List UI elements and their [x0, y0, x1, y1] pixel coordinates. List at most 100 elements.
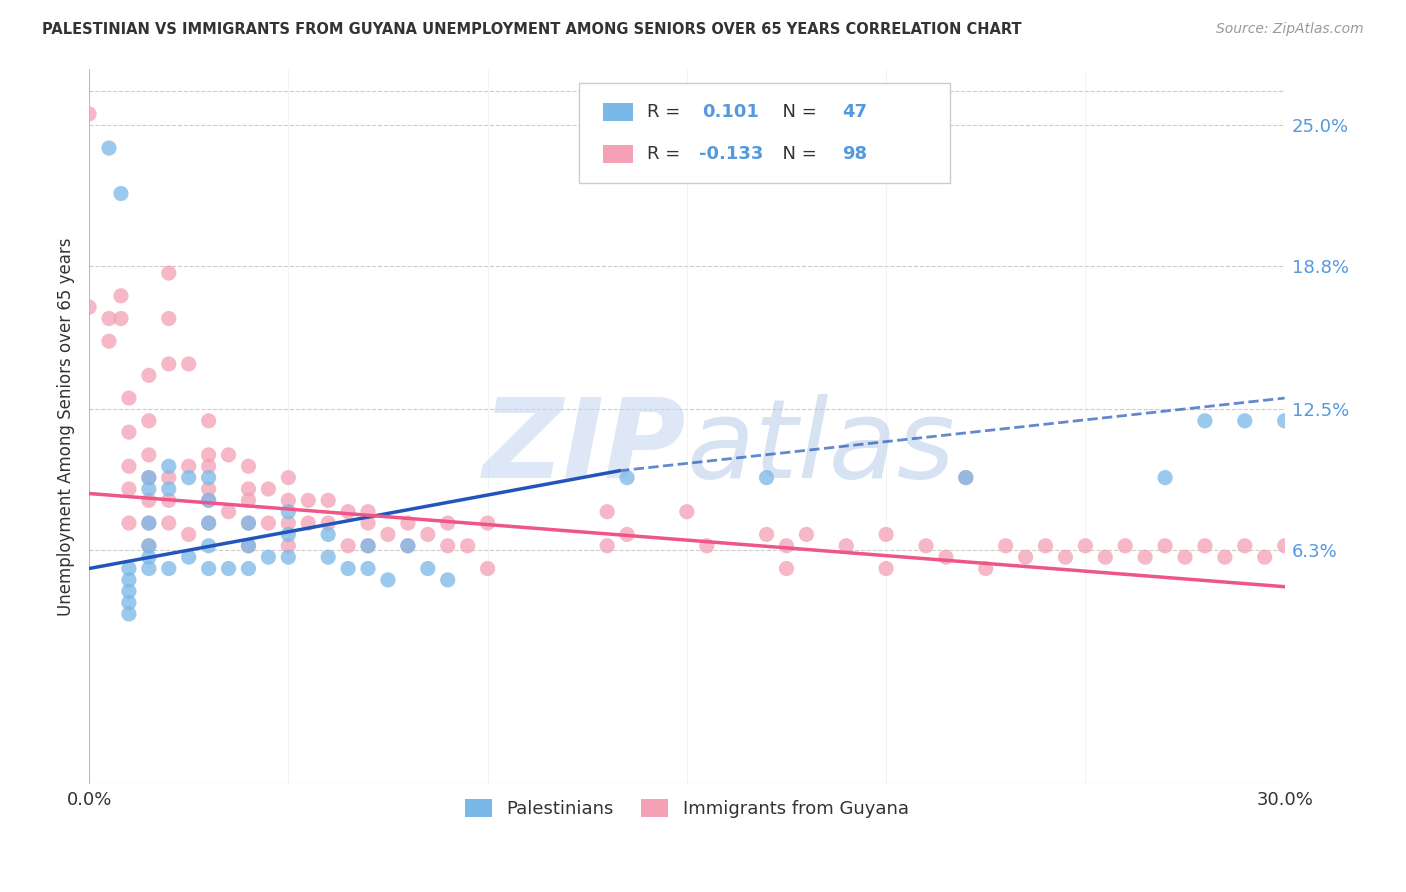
Point	[994, 539, 1017, 553]
Point	[177, 470, 200, 484]
Point	[177, 459, 200, 474]
Point	[238, 493, 260, 508]
Point	[915, 539, 938, 553]
Point	[1094, 550, 1116, 565]
Point	[77, 107, 100, 121]
Point	[974, 561, 997, 575]
Point	[197, 493, 219, 508]
Point	[138, 561, 160, 575]
Point	[98, 311, 121, 326]
Text: PALESTINIAN VS IMMIGRANTS FROM GUYANA UNEMPLOYMENT AMONG SENIORS OVER 65 YEARS C: PALESTINIAN VS IMMIGRANTS FROM GUYANA UN…	[42, 22, 1022, 37]
Point	[1014, 550, 1036, 565]
Point	[138, 368, 160, 383]
Text: N =: N =	[770, 145, 823, 163]
Point	[138, 516, 160, 530]
Point	[138, 516, 160, 530]
Point	[277, 539, 299, 553]
Point	[197, 482, 219, 496]
Point	[477, 561, 499, 575]
Point	[1074, 539, 1097, 553]
Point	[157, 266, 180, 280]
Point	[316, 527, 339, 541]
Point	[197, 470, 219, 484]
Point	[955, 470, 977, 484]
Point	[177, 357, 200, 371]
Text: 47: 47	[842, 103, 868, 121]
Point	[138, 448, 160, 462]
Point	[138, 414, 160, 428]
Point	[118, 482, 141, 496]
Point	[316, 493, 339, 508]
Point	[616, 527, 638, 541]
Point	[1274, 414, 1296, 428]
Text: 98: 98	[842, 145, 868, 163]
Point	[98, 334, 121, 349]
Point	[138, 470, 160, 484]
Point	[1194, 539, 1216, 553]
Point	[257, 550, 280, 565]
Point	[118, 584, 141, 599]
Point	[1333, 550, 1355, 565]
Point	[796, 527, 818, 541]
Text: -0.133: -0.133	[699, 145, 763, 163]
Point	[436, 573, 458, 587]
Point	[118, 573, 141, 587]
Point	[238, 539, 260, 553]
Point	[1133, 550, 1156, 565]
Point	[118, 391, 141, 405]
Legend: Palestinians, Immigrants from Guyana: Palestinians, Immigrants from Guyana	[458, 792, 915, 825]
Point	[1035, 539, 1057, 553]
Text: R =: R =	[647, 145, 686, 163]
Point	[955, 470, 977, 484]
Point	[138, 539, 160, 553]
Text: ZIP: ZIP	[484, 394, 688, 501]
Point	[118, 607, 141, 621]
Point	[1194, 414, 1216, 428]
Point	[396, 516, 419, 530]
Point	[118, 425, 141, 439]
Point	[138, 482, 160, 496]
Point	[1254, 550, 1277, 565]
Point	[835, 539, 858, 553]
Text: Source: ZipAtlas.com: Source: ZipAtlas.com	[1216, 22, 1364, 37]
Point	[1233, 414, 1256, 428]
Point	[377, 573, 399, 587]
Point	[138, 493, 160, 508]
Point	[238, 482, 260, 496]
Y-axis label: Unemployment Among Seniors over 65 years: Unemployment Among Seniors over 65 years	[58, 237, 75, 615]
Point	[875, 527, 897, 541]
Point	[157, 357, 180, 371]
Point	[357, 539, 380, 553]
Point	[77, 300, 100, 314]
Point	[1174, 550, 1197, 565]
Point	[238, 516, 260, 530]
Point	[1114, 539, 1136, 553]
Point	[118, 561, 141, 575]
Point	[157, 311, 180, 326]
Point	[875, 561, 897, 575]
Point	[257, 482, 280, 496]
Point	[177, 527, 200, 541]
Point	[676, 505, 699, 519]
Text: atlas: atlas	[688, 394, 956, 501]
Point	[197, 539, 219, 553]
Point	[457, 539, 479, 553]
Point	[138, 550, 160, 565]
Point	[935, 550, 957, 565]
Point	[277, 527, 299, 541]
Point	[157, 459, 180, 474]
Point	[197, 516, 219, 530]
Point	[157, 482, 180, 496]
Point	[1154, 470, 1177, 484]
FancyBboxPatch shape	[579, 83, 950, 183]
Point	[357, 539, 380, 553]
Point	[297, 493, 319, 508]
Point	[616, 470, 638, 484]
Point	[1294, 550, 1316, 565]
Point	[277, 516, 299, 530]
Point	[118, 516, 141, 530]
Point	[696, 539, 718, 553]
Text: R =: R =	[647, 103, 686, 121]
Point	[297, 516, 319, 530]
Point	[110, 311, 132, 326]
